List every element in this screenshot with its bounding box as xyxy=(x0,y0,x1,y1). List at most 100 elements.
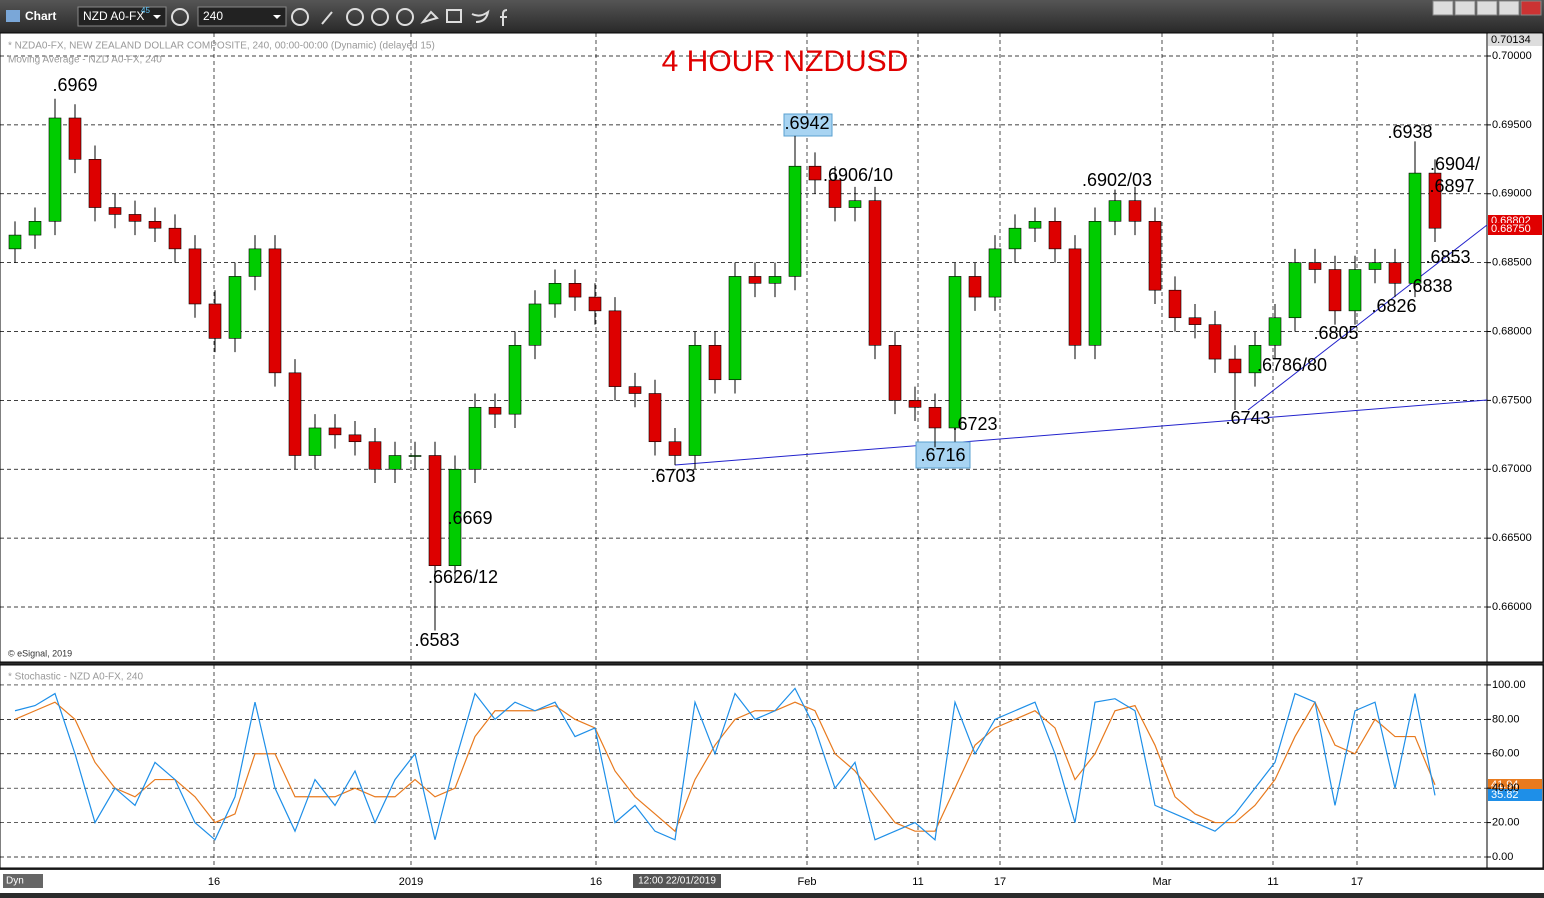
candle-body xyxy=(1068,248,1082,346)
stoch-axis xyxy=(1486,664,1544,869)
y-tick-label: 0.69000 xyxy=(1492,188,1532,200)
candle-body xyxy=(128,214,142,222)
x-tick-label: Feb xyxy=(798,876,817,888)
candle-body xyxy=(1108,200,1122,222)
candle-body xyxy=(948,276,962,429)
draw-button[interactable] xyxy=(321,11,333,25)
comment-button[interactable] xyxy=(446,9,462,23)
candle-body xyxy=(48,117,62,222)
annotation: .6904/ xyxy=(1430,154,1480,174)
label-box xyxy=(915,441,971,469)
x-tick-label: 16 xyxy=(590,876,602,888)
y-tick-label: 0.69500 xyxy=(1492,119,1532,131)
copyright: © eSignal, 2019 xyxy=(8,648,72,658)
ma-label: Moving Average - NZD A0-FX, 240 xyxy=(8,55,162,66)
link-button[interactable] xyxy=(420,10,439,24)
settings-button[interactable] xyxy=(171,8,189,26)
annotation: .6969 xyxy=(52,75,97,95)
candle-body xyxy=(1208,324,1222,360)
y-tick-label: 0.68500 xyxy=(1492,257,1532,269)
symbol-box[interactable] xyxy=(77,6,167,27)
window-title: Chart xyxy=(25,9,56,23)
maximize-button[interactable] xyxy=(1498,0,1520,16)
candle-body xyxy=(1168,289,1182,319)
candle-body xyxy=(828,179,842,208)
candle-body xyxy=(648,393,662,443)
candle-body xyxy=(188,248,202,305)
candle-body xyxy=(228,276,242,339)
x-tick-label: 17 xyxy=(994,876,1006,888)
candle-body xyxy=(588,296,602,312)
x-tick-label: 2019 xyxy=(399,876,423,888)
help-button[interactable] xyxy=(1432,0,1454,16)
dropdown-arrow xyxy=(273,15,281,19)
time-axis xyxy=(0,870,1544,893)
candle-body xyxy=(1028,221,1042,229)
annotation: .6853 xyxy=(1425,247,1470,267)
label-box xyxy=(783,113,833,137)
candle-body xyxy=(708,344,722,381)
candle-body xyxy=(808,165,822,181)
candle-body xyxy=(68,117,82,160)
line-button[interactable] xyxy=(346,8,364,26)
chart-icon xyxy=(6,10,20,22)
stoch-panel xyxy=(0,664,1488,869)
candle-body xyxy=(488,406,502,415)
candle-body xyxy=(1348,269,1362,312)
annotation: .6723 xyxy=(952,414,997,434)
stoch-line xyxy=(14,687,1436,841)
candle-body xyxy=(988,248,1002,298)
minimize-button[interactable] xyxy=(1454,0,1476,16)
candle-body xyxy=(868,200,882,346)
candle-body xyxy=(1288,262,1302,319)
x-tick-label: 11 xyxy=(912,876,923,888)
close-button[interactable] xyxy=(1520,0,1542,16)
stoch-line xyxy=(14,700,1436,833)
candle-body xyxy=(288,372,302,456)
candle-body xyxy=(88,159,102,208)
play-button[interactable] xyxy=(371,8,389,26)
candle-body xyxy=(28,221,42,236)
candle-body xyxy=(1248,344,1262,374)
price-panel xyxy=(0,32,1488,663)
price-badge: 0.70134 xyxy=(1491,34,1531,46)
dyn: Dyn xyxy=(6,876,24,887)
candle-body xyxy=(428,455,442,567)
candle-body xyxy=(1388,262,1402,284)
candle-body xyxy=(568,283,582,298)
facebook-button[interactable] xyxy=(500,9,508,26)
candle-body xyxy=(248,248,262,277)
candle-body xyxy=(1228,358,1242,374)
candle-body xyxy=(768,276,782,284)
symbol: NZD A0-FX xyxy=(83,9,144,23)
stoch-badge-bg xyxy=(1488,779,1542,791)
stoch-label: * Stochastic - NZD A0-FX, 240 xyxy=(8,672,143,683)
candle-body xyxy=(888,344,902,401)
candle-body xyxy=(148,221,162,229)
annotation: .6902/03 xyxy=(1082,170,1152,190)
annotation: .6743 xyxy=(1225,408,1270,428)
dyn-bg[interactable] xyxy=(3,874,43,888)
annotation: .6583 xyxy=(414,630,459,650)
candle-body xyxy=(928,406,942,429)
candle-body xyxy=(1048,221,1062,250)
y-tick-label: 0.67500 xyxy=(1492,394,1532,406)
alert-button[interactable] xyxy=(396,8,414,26)
restore-button[interactable] xyxy=(1476,0,1498,16)
annotation: .6826 xyxy=(1371,296,1416,316)
candle-body xyxy=(728,276,742,381)
twitter-button[interactable] xyxy=(471,9,490,23)
interval-box[interactable] xyxy=(197,6,287,27)
candle-body xyxy=(108,207,122,215)
cursor-date: 12:00 22/01/2019 xyxy=(638,876,716,887)
candle-body xyxy=(628,386,642,394)
x-tick-label: 16 xyxy=(208,876,220,888)
header: * NZDA0-FX, NEW ZEALAND DOLLAR COMPOSITE… xyxy=(8,41,435,52)
x-tick-label: 17 xyxy=(1351,876,1363,888)
time-button[interactable] xyxy=(291,8,309,26)
y-tick-label: 0.66500 xyxy=(1492,532,1532,544)
symbol-sup: 45 xyxy=(141,6,150,15)
candle-body xyxy=(468,406,482,470)
y-tick-label: 0.68000 xyxy=(1492,325,1532,337)
stoch-badge: 35.82 xyxy=(1491,789,1519,801)
